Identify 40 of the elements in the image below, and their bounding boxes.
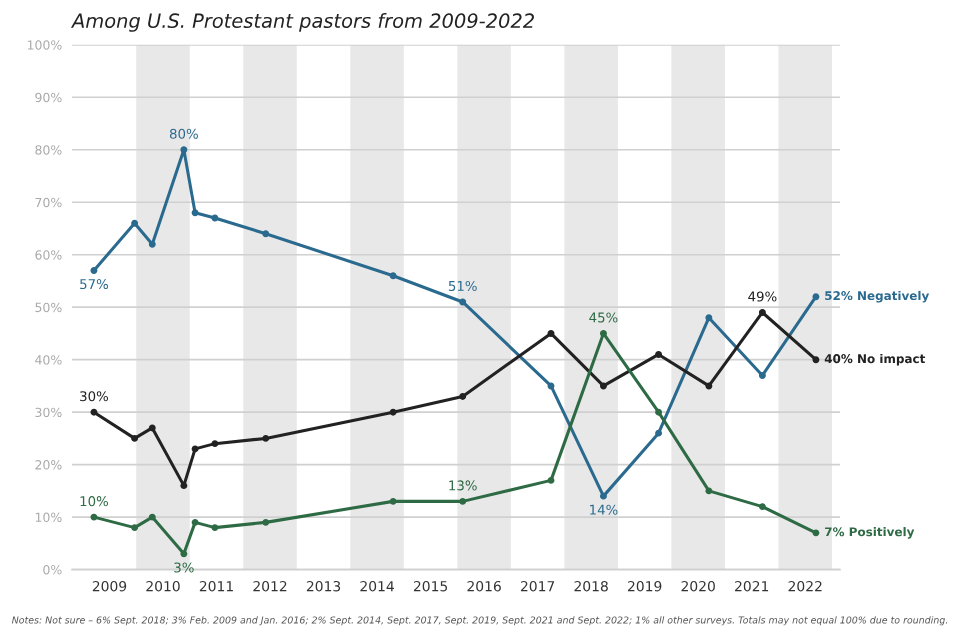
point — [262, 518, 270, 526]
point — [148, 240, 156, 248]
point — [191, 518, 199, 526]
point — [131, 434, 139, 442]
point — [812, 356, 820, 364]
point — [90, 266, 98, 274]
point — [655, 350, 663, 358]
point — [758, 371, 766, 379]
point — [262, 434, 270, 442]
point — [180, 146, 188, 154]
point — [812, 293, 820, 301]
point — [180, 482, 188, 490]
point — [389, 272, 397, 280]
point — [547, 329, 555, 337]
point — [758, 503, 766, 511]
point — [211, 440, 219, 448]
point — [148, 424, 156, 432]
point — [705, 314, 713, 322]
point — [180, 550, 188, 558]
point — [389, 408, 397, 416]
point — [459, 497, 467, 505]
point — [599, 492, 607, 500]
point — [758, 308, 766, 316]
point — [191, 209, 199, 217]
point — [599, 329, 607, 337]
point — [131, 524, 139, 532]
point — [389, 497, 397, 505]
point — [599, 382, 607, 390]
point — [211, 524, 219, 532]
point — [148, 513, 156, 521]
point — [547, 476, 555, 484]
point — [705, 487, 713, 495]
point — [459, 392, 467, 400]
point — [90, 408, 98, 416]
point — [262, 230, 270, 238]
point — [459, 298, 467, 306]
point — [655, 429, 663, 437]
point — [131, 219, 139, 227]
point — [655, 408, 663, 416]
chart-title: Among U.S. Protestant pastors from 2009-2022 — [70, 12, 534, 32]
